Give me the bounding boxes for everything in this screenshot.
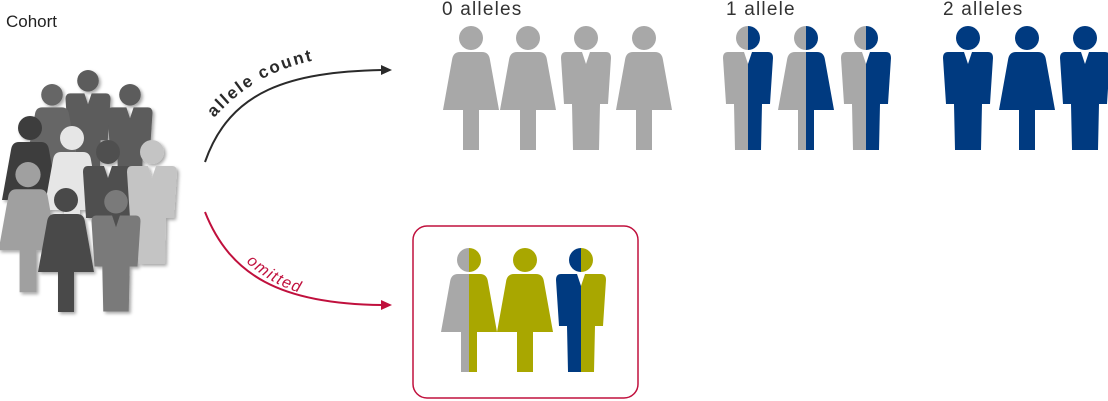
arrow-allele-count — [204, 69, 383, 163]
person-male-icon — [1060, 26, 1108, 150]
person-male-icon — [943, 26, 993, 150]
arrowhead-bottom — [381, 300, 392, 310]
person-male-icon — [841, 26, 891, 150]
person-female-icon — [443, 26, 499, 150]
arrow-omitted — [204, 211, 383, 306]
person-female-icon — [441, 248, 497, 372]
person-female-icon — [999, 26, 1055, 150]
group-2-alleles — [943, 26, 1108, 150]
group-0-alleles — [443, 26, 672, 150]
person-female-icon — [497, 248, 553, 372]
person-male-icon — [556, 248, 606, 372]
omitted-group — [441, 248, 606, 372]
arrowhead-top — [381, 65, 392, 75]
group-label-1-allele: 1 allele — [726, 0, 796, 20]
group-label-0-alleles: 0 alleles — [442, 0, 523, 20]
person-female-icon — [500, 26, 556, 150]
person-male-icon — [723, 26, 773, 150]
person-female-icon — [778, 26, 834, 150]
cohort-label: Cohort — [6, 12, 58, 31]
group-label-2-alleles: 2 alleles — [943, 0, 1024, 20]
omitted-group-box — [412, 225, 639, 399]
person-female-icon — [616, 26, 672, 150]
group-1-allele — [723, 26, 891, 150]
cohort-crowd — [0, 70, 177, 312]
person-male-icon — [561, 26, 611, 150]
allele-count-label: allele count — [203, 46, 315, 121]
